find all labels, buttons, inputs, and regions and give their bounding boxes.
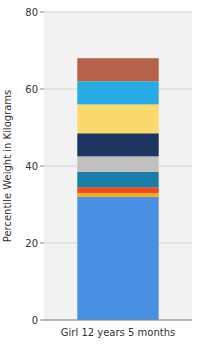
tick-label: 0 [32,315,38,326]
bars [77,58,158,320]
plot-background [44,12,192,320]
bar-segment [77,81,158,104]
grid-line [44,12,192,13]
tick-mark [40,166,44,167]
x-axis-line [44,320,192,321]
grid [44,12,192,320]
tick-mark [40,320,44,321]
tick-label: 60 [25,84,38,95]
tick-mark [40,12,44,13]
tick-label: 40 [25,161,38,172]
bar-segment [77,58,158,81]
tick-label: 80 [25,7,38,18]
bar-segment [77,193,158,197]
tick-mark [40,89,44,90]
chart: 0 20 40 60 80 Girl 12 years 5 months Percentil… [0,0,200,350]
y-axis-label: Percentile Weight in Kilograms [2,90,13,243]
bar-segment [77,197,158,320]
bar-segment [77,187,158,193]
bar-segment [77,172,158,187]
bar-segment [77,104,158,133]
category-label: Girl 12 years 5 months [61,327,175,338]
tick-label: 20 [25,238,38,249]
chart-container: 0 20 40 60 80 Girl 12 years 5 months Percentil… [0,0,200,350]
grid-line [44,320,192,321]
bar-segment [77,133,158,156]
bar-segment [77,156,158,171]
tick-mark [40,243,44,244]
